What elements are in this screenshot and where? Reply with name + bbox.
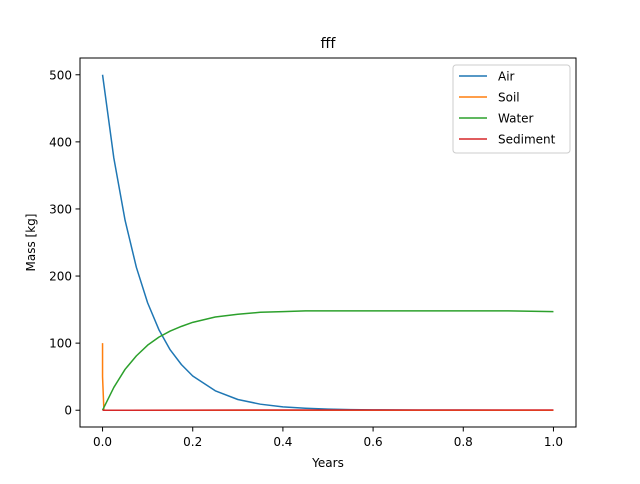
legend-label-soil: Soil — [498, 91, 520, 105]
y-tick-label: 0 — [64, 404, 72, 418]
y-tick-label: 200 — [49, 270, 72, 284]
x-tick-label: 0.0 — [93, 435, 112, 449]
x-tick-label: 0.4 — [273, 435, 292, 449]
legend-label-water: Water — [498, 112, 534, 126]
legend: Air Soil Water Sediment — [453, 65, 570, 153]
y-axis-label: Mass [kg] — [24, 214, 38, 272]
y-tick-label: 100 — [49, 337, 72, 351]
y-tick-label: 500 — [49, 68, 72, 82]
x-tick-label: 0.6 — [364, 435, 383, 449]
x-tick-label: 0.8 — [454, 435, 473, 449]
chart-title: fff — [321, 36, 337, 52]
legend-label-sediment: Sediment — [498, 133, 556, 147]
x-axis-label: Years — [311, 456, 344, 470]
y-tick-label: 300 — [49, 202, 72, 216]
x-tick-label: 0.2 — [183, 435, 202, 449]
y-tick-label: 400 — [49, 135, 72, 149]
legend-label-air: Air — [498, 70, 515, 84]
x-tick-label: 1.0 — [544, 435, 563, 449]
